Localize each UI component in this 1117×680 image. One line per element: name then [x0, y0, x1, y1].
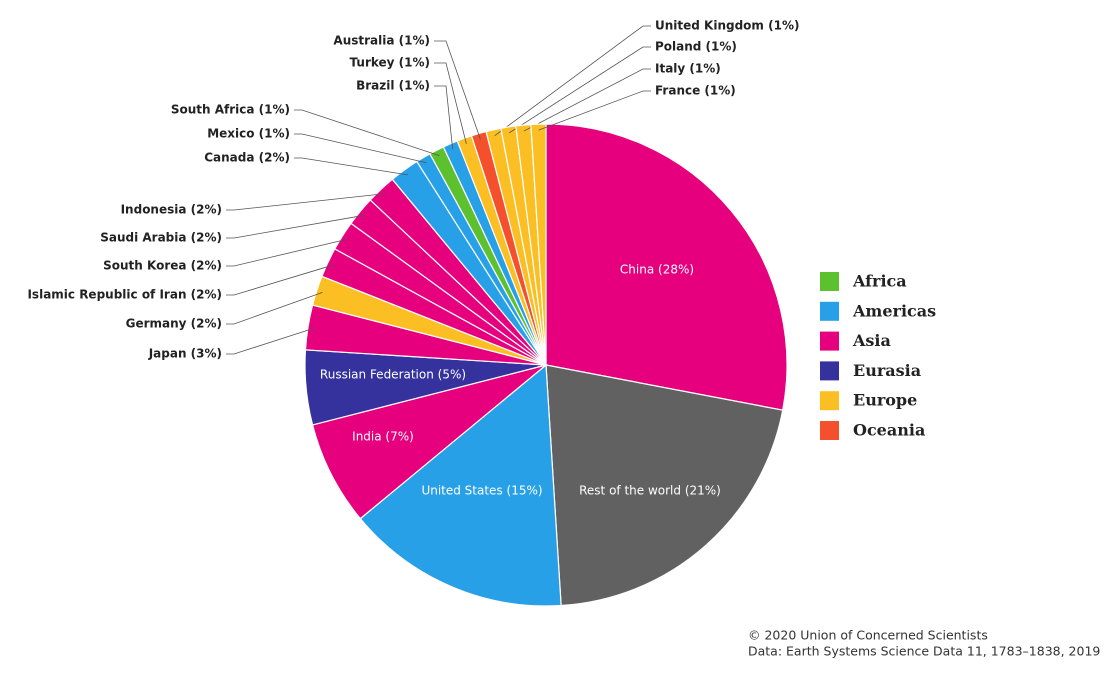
slice-label: Canada (2%): [204, 151, 290, 165]
slice-label: United States (15%): [421, 484, 542, 498]
leader-line: [226, 327, 315, 355]
pie-slice: [359, 363, 562, 607]
slice-label: Poland (1%): [655, 40, 737, 54]
slice-label: Mexico (1%): [207, 127, 290, 141]
legend-label: Asia: [852, 331, 891, 350]
legend-label: Oceania: [853, 421, 925, 440]
legend-swatch: [820, 361, 839, 381]
leader-line: [294, 157, 408, 176]
leader-line: [294, 133, 427, 164]
pie-slice: [311, 364, 547, 520]
leader-line: [434, 40, 481, 140]
legend-swatch: [820, 301, 839, 321]
leader-line: [226, 214, 365, 239]
legend-swatch: [820, 391, 839, 411]
leader-line: [538, 90, 651, 131]
legend-swatch: [820, 421, 839, 440]
pie-slice: [545, 123, 788, 411]
leader-line: [226, 193, 386, 211]
slice-label: Japan (3%): [148, 347, 222, 361]
slice-label: Indonesia (2%): [121, 203, 222, 217]
slice-label: Russian Federation (5%): [320, 368, 466, 382]
slice-label: Brazil (1%): [356, 79, 430, 93]
leader-line: [226, 292, 323, 325]
leader-line: [294, 109, 440, 156]
legend-label: Americas: [852, 301, 936, 320]
leader-line: [434, 62, 467, 144]
legend-label: Europe: [853, 391, 917, 410]
leader-line: [226, 238, 348, 267]
slice-label: India (7%): [352, 430, 414, 444]
slice-label: Italy (1%): [655, 62, 721, 76]
slice-label: United Kingdom (1%): [655, 19, 799, 33]
source: Data: Earth Systems Science Data 11, 178…: [748, 644, 1100, 659]
leader-line: [434, 85, 454, 150]
leader-line: [226, 264, 334, 296]
slice-label: Rest of the world (21%): [579, 484, 721, 498]
credit: © 2020 Union of Concerned Scientists: [748, 628, 988, 643]
legend-swatch: [820, 272, 839, 291]
slice-label: South Korea (2%): [103, 259, 222, 273]
slice-label: Islamic Republic of Iran (2%): [27, 288, 222, 302]
slice-label: Australia (1%): [333, 34, 430, 48]
leader-line: [509, 46, 651, 134]
legend-label: Eurasia: [853, 361, 921, 380]
pie-slice: [545, 364, 784, 607]
legend-label: Africa: [852, 272, 907, 291]
pie-slice: [530, 123, 547, 366]
slice-label: Germany (2%): [126, 317, 222, 331]
leader-line: [494, 25, 651, 136]
slice-label: South Africa (1%): [171, 103, 290, 117]
leader-line: [523, 68, 651, 132]
slice-label: China (28%): [620, 263, 694, 277]
slice-label: Saudi Arabia (2%): [100, 231, 222, 245]
slice-label: Turkey (1%): [350, 56, 430, 70]
legend-swatch: [820, 331, 839, 351]
slice-label: France (1%): [655, 84, 736, 98]
